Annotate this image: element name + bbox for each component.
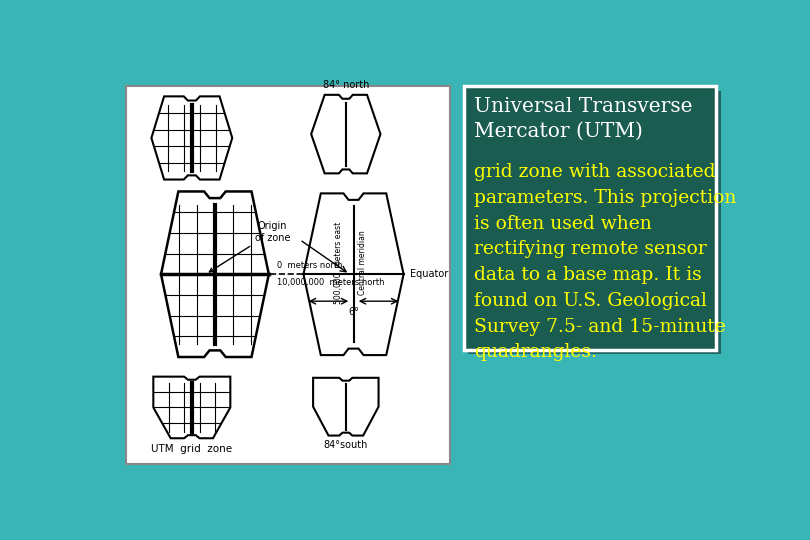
Bar	[468, 91, 721, 354]
Bar	[126, 86, 450, 464]
Text: Central meridian: Central meridian	[358, 231, 367, 295]
Text: 84°south: 84°south	[324, 440, 368, 450]
Bar	[463, 86, 716, 350]
Polygon shape	[311, 95, 381, 173]
Text: 500,000  meters east: 500,000 meters east	[334, 221, 343, 304]
Polygon shape	[153, 377, 230, 438]
Text: Origin
of zone: Origin of zone	[209, 221, 291, 272]
Text: 0  meters north: 0 meters north	[276, 261, 342, 271]
Text: Equator: Equator	[410, 269, 448, 279]
Text: grid zone with associated
parameters. This projection
is often used when
rectify: grid zone with associated parameters. Th…	[475, 164, 737, 361]
Text: 10,000,000  meters north: 10,000,000 meters north	[276, 278, 384, 287]
Polygon shape	[151, 96, 232, 179]
Text: UTM  grid  zone: UTM grid zone	[151, 444, 232, 455]
Text: 6°: 6°	[348, 307, 359, 318]
Polygon shape	[313, 378, 378, 436]
Text: Universal Transverse
Mercator (UTM): Universal Transverse Mercator (UTM)	[475, 97, 693, 141]
Text: 84° north: 84° north	[322, 80, 369, 90]
Polygon shape	[304, 193, 403, 355]
Polygon shape	[161, 192, 269, 357]
